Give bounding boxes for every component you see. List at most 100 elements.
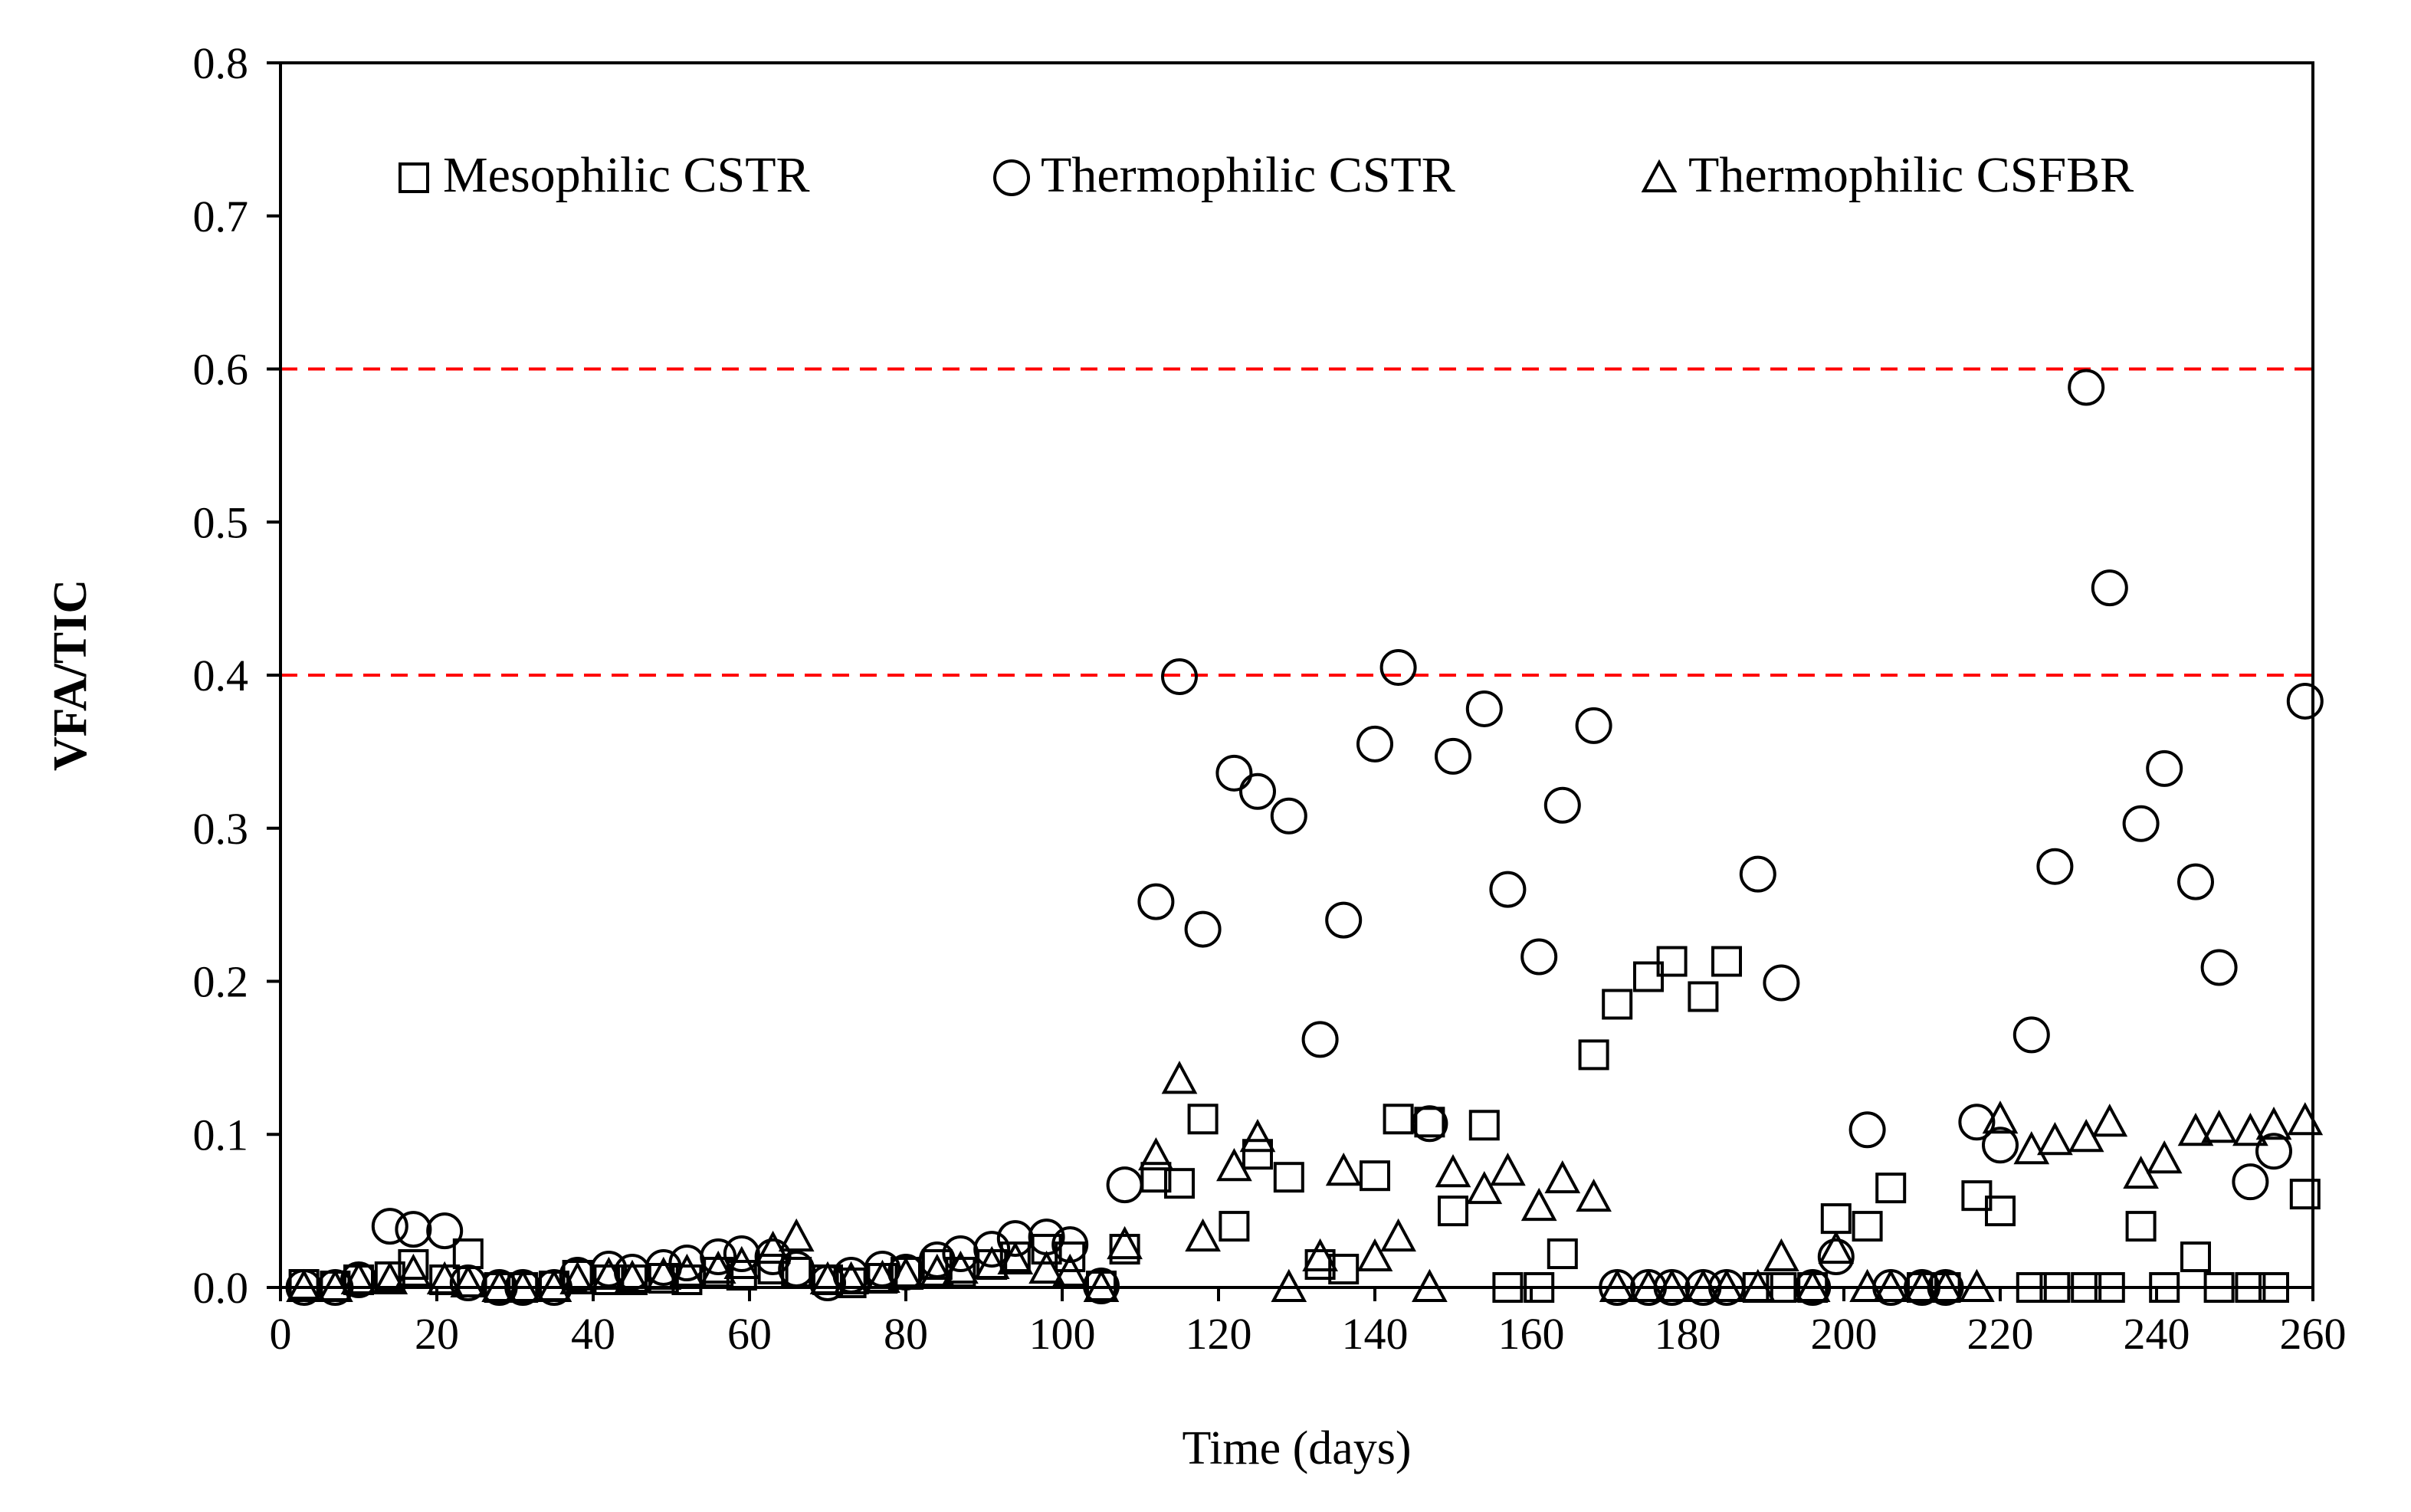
legend-triangle-icon <box>1641 159 1678 192</box>
square-point <box>1578 1039 1609 1071</box>
square-point <box>1219 1211 1250 1242</box>
triangle-point <box>1763 1238 1799 1272</box>
triangle-point <box>2091 1104 2128 1137</box>
circle-point <box>1270 797 1307 835</box>
square-point <box>1164 1168 1195 1199</box>
square-point <box>1109 1234 1140 1265</box>
y-axis: 0.0 0.1 0.2 0.3 0.4 0.5 0.6 0.7 0.8 <box>193 38 280 1313</box>
circle-point <box>973 1231 1011 1268</box>
circle-point <box>1520 938 1558 976</box>
circle-point <box>1356 725 1393 763</box>
circle-point <box>1848 1111 1886 1149</box>
legend-label: Thermophilic CSTR <box>1041 147 1455 203</box>
square-point <box>2125 1211 2157 1242</box>
triangle-point <box>833 1261 869 1295</box>
circle-point <box>2232 1163 2269 1201</box>
y-tick-label: 0.6 <box>193 345 249 395</box>
triangle-point <box>1138 1137 1174 1171</box>
x-tick-label: 120 <box>1186 1309 1252 1359</box>
circle-point <box>1575 707 1612 744</box>
circle-point <box>942 1235 979 1273</box>
triangle-point <box>614 1259 651 1294</box>
triangle-point <box>1576 1178 1612 1212</box>
y-tick-label: 0.1 <box>193 1110 249 1159</box>
circle-point <box>2012 1016 2050 1054</box>
circle-point <box>918 1241 956 1279</box>
circle-point <box>1184 910 1222 948</box>
circle-point <box>996 1220 1034 1258</box>
triangle-point <box>2232 1113 2268 1146</box>
y-tick-label: 0.4 <box>193 651 249 700</box>
square-point <box>757 1254 789 1285</box>
x-tick-label: 240 <box>2124 1309 2190 1359</box>
y-axis-label: VFA/TIC <box>44 579 97 771</box>
square-point <box>1547 1238 1578 1270</box>
x-tick-label: 200 <box>1811 1309 1878 1359</box>
triangle-point <box>700 1250 736 1284</box>
triangle-point <box>372 1261 408 1295</box>
triangle-point <box>2013 1131 2050 1165</box>
circle-point <box>1465 690 1503 727</box>
circle-point <box>2068 369 2105 406</box>
circle-point <box>426 1212 464 1250</box>
square-point <box>1242 1139 1273 1170</box>
circle-point <box>1435 737 1471 775</box>
circle-point <box>2122 805 2160 842</box>
triangle-point <box>1216 1147 1252 1182</box>
circle-point <box>1379 649 1417 687</box>
triangle-point <box>2255 1107 2292 1140</box>
triangle-point <box>1028 1250 1064 1284</box>
y-tick-label: 0.5 <box>193 497 249 547</box>
circle-point <box>1543 786 1581 824</box>
triangle-point <box>2201 1110 2237 1143</box>
circle-point <box>1982 1127 2019 1164</box>
triangle-point <box>919 1253 956 1287</box>
triangle-point <box>1051 1253 1088 1287</box>
x-tick-label: 180 <box>1655 1309 1721 1359</box>
circle-point <box>371 1208 408 1245</box>
triangle-point <box>340 1261 377 1295</box>
triangle-point <box>723 1245 760 1280</box>
x-tick-label: 40 <box>571 1309 615 1359</box>
triangle-point <box>450 1264 487 1298</box>
triangle-point <box>669 1253 705 1287</box>
square-point <box>1875 1173 1907 1204</box>
legend-circle-icon <box>993 159 1030 196</box>
square-point <box>2289 1179 2321 1210</box>
y-tick-label: 0.0 <box>193 1263 249 1313</box>
triangle-point <box>809 1261 846 1295</box>
circle-point <box>723 1235 760 1273</box>
circle-point <box>700 1238 737 1276</box>
square-point <box>1031 1234 1062 1265</box>
triangle-point <box>2177 1113 2214 1146</box>
circle-point <box>395 1211 432 1248</box>
circle-point <box>2146 749 2183 787</box>
y-tick-label: 0.3 <box>193 804 249 854</box>
triangle-point <box>1107 1225 1143 1260</box>
square-point <box>1468 1110 1500 1141</box>
reference-lines <box>280 367 2313 677</box>
square-point <box>1852 1211 1883 1242</box>
square-point <box>1602 989 1633 1020</box>
triangle-point <box>943 1250 979 1284</box>
legend: Mesophilic CSTR Thermophilic CSTR Thermoph… <box>399 147 2134 203</box>
x-tick-label: 0 <box>270 1309 292 1359</box>
triangle-point <box>1490 1152 1526 1186</box>
circle-point <box>1489 871 1527 908</box>
triangle-point <box>778 1218 815 1252</box>
circle-point <box>1106 1166 1143 1204</box>
square-point <box>1711 946 1742 977</box>
circle-point <box>1411 1105 1448 1143</box>
triangle-point <box>1818 1230 1855 1264</box>
x-tick-label: 160 <box>1498 1309 1565 1359</box>
triangle-point <box>1302 1238 1338 1272</box>
circle-point <box>1958 1104 1996 1141</box>
circle-point <box>2286 682 2324 720</box>
circle-point <box>1137 883 1175 920</box>
triangle-point <box>1356 1238 1393 1272</box>
x-tick-label: 140 <box>1342 1309 1409 1359</box>
circle-point <box>1239 772 1276 810</box>
triangle-point <box>1161 1061 1198 1094</box>
